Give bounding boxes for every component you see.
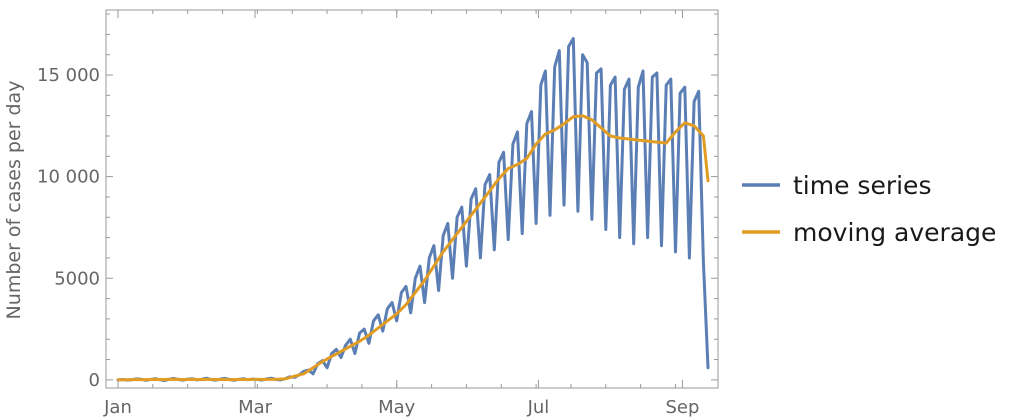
legend: time series moving average bbox=[742, 171, 996, 247]
plot-border bbox=[105, 9, 719, 389]
moving-average-line bbox=[116, 114, 710, 382]
x-tick-label: Jul bbox=[527, 397, 550, 418]
y-axis: 0 5000 10 000 15 000 bbox=[37, 13, 718, 391]
time-series-line bbox=[116, 37, 710, 382]
legend-label: time series bbox=[793, 171, 931, 200]
y-tick-label: 10 000 bbox=[37, 167, 100, 188]
y-tick-label: 0 bbox=[89, 370, 100, 391]
series-layer bbox=[116, 37, 710, 382]
x-tick-label: Sep bbox=[665, 397, 699, 418]
y-tick-label: 5000 bbox=[54, 268, 100, 289]
x-tick-label: May bbox=[378, 397, 416, 418]
y-tick-label: 15 000 bbox=[37, 65, 100, 86]
x-axis: Jan Mar May Jul Sep bbox=[103, 10, 699, 418]
x-tick-label: Jan bbox=[103, 397, 132, 418]
legend-label: moving average bbox=[793, 218, 996, 247]
x-tick-label: Mar bbox=[238, 397, 273, 418]
plot-frame bbox=[105, 9, 719, 389]
y-axis-title: Number of cases per day bbox=[3, 81, 25, 320]
